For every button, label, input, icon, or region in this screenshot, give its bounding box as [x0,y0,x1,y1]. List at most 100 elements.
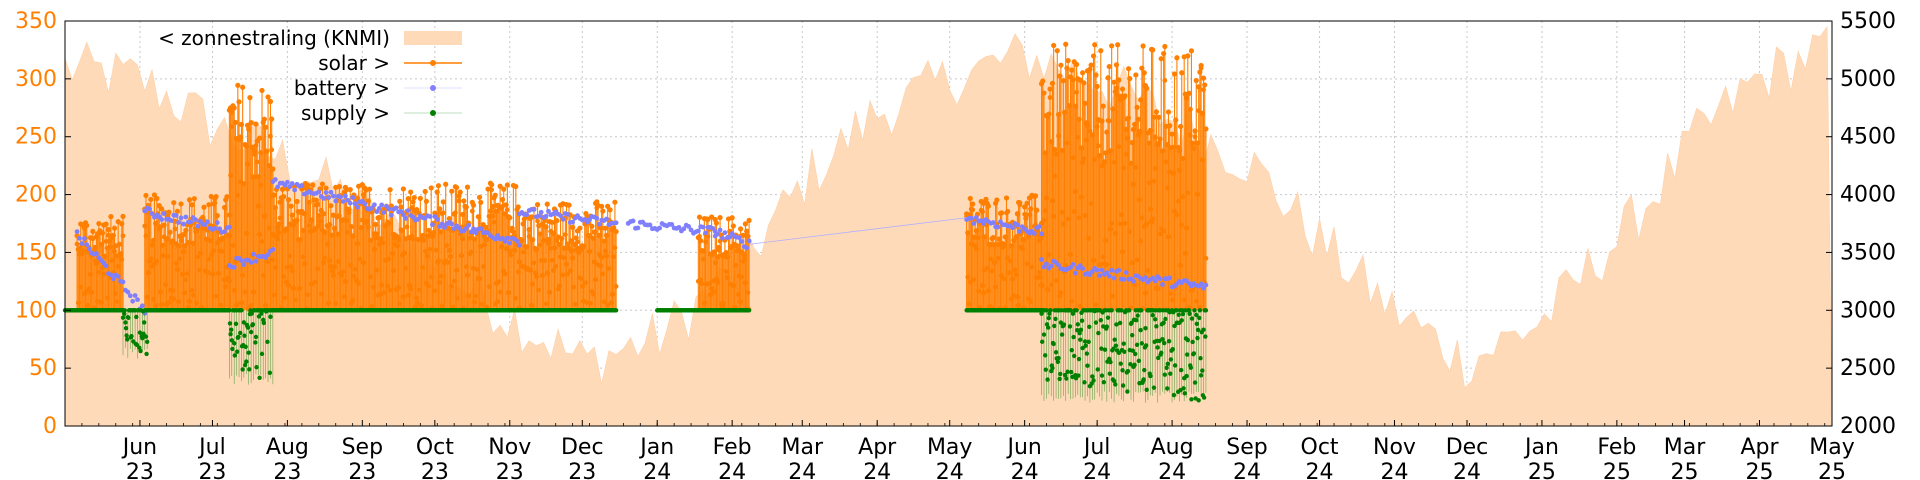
supply-point [1043,367,1048,372]
supply-point [126,315,131,320]
solar-point [1130,126,1137,133]
battery-point [1123,270,1129,275]
solar-point [1188,48,1195,54]
supply-point [1071,353,1077,359]
supply-point [1074,308,1079,313]
solar-point [440,210,446,216]
left-tick-label: 200 [15,183,57,208]
battery-point [1116,267,1122,273]
solar-point [1024,200,1030,206]
supply-point [1118,361,1123,366]
solar-point [99,230,106,236]
battery-point [1152,278,1158,284]
solar-point [232,119,239,126]
solar-point [289,212,295,218]
solar-point [1179,70,1185,76]
battery-point [161,211,167,216]
supply-point [1050,365,1055,371]
solar-point [92,244,98,250]
solar-point [220,235,226,241]
x-tick-month: Dec [1446,435,1489,460]
solar-point [283,226,289,232]
solar-point [490,203,496,210]
supply-segment [120,308,150,359]
battery-point [340,199,346,204]
solar-point [161,222,167,228]
right-tick-label: 2500 [1840,356,1896,381]
supply-point [1160,308,1166,313]
battery-point [722,230,728,236]
supply-point [1195,327,1201,333]
battery-point [248,260,254,265]
battery-point [669,222,675,227]
battery-point [524,212,530,218]
solar-point [1041,90,1047,96]
solar-point [160,242,166,248]
left-tick-label: 250 [15,125,57,150]
supply-point [250,322,256,327]
supply-point [1042,353,1048,358]
supply-point [1195,335,1200,341]
solar-point [1180,155,1186,162]
battery-point [94,251,99,256]
battery-point [81,236,87,241]
solar-point [973,228,979,234]
supply-point [746,308,752,313]
supply-point [1087,324,1092,330]
supply-point [1178,367,1184,373]
x-tick-year: 25 [1603,460,1631,480]
solar-point [1013,234,1019,240]
solar-point [191,196,197,202]
solar-point [1107,148,1114,154]
supply-point [1143,343,1149,348]
supply-point [1095,367,1100,372]
x-tick-year: 25 [1671,460,1699,480]
battery-point [386,206,392,212]
supply-point [1108,359,1113,365]
battery-point [981,220,986,226]
battery-point [272,177,278,182]
solar-point [336,184,342,190]
solar-point [463,204,469,210]
solar-point [377,236,384,242]
plot-frame [64,20,1833,427]
supply-point [1162,340,1167,346]
solar-point [1059,147,1065,154]
battery-point [193,217,198,223]
battery-point [77,235,82,241]
battery-point [703,230,708,236]
supply-point [1164,365,1169,370]
supply-point [1047,311,1052,316]
solar-point [544,201,550,207]
solar-point [999,210,1005,216]
battery-point [686,224,692,229]
solar-point [1133,72,1139,78]
solar-point [397,198,403,204]
solar-point [106,232,111,238]
battery-point [284,179,290,185]
supply-point [1197,315,1202,321]
solar-point [319,181,326,187]
supply-point [233,321,239,326]
solar-point [1198,65,1204,71]
solar-point [537,231,543,237]
solar-point [484,236,490,242]
solar-point [1199,110,1205,116]
supply-point [1098,317,1103,323]
solar-point [1105,75,1111,81]
battery-point [1160,282,1165,287]
solar-point [300,227,306,233]
solar-point [1094,83,1100,89]
battery-point [676,225,682,230]
battery-point [594,215,600,221]
solar-point [1134,104,1140,110]
battery-point [130,298,136,304]
supply-point [1058,371,1063,377]
solar-point [489,182,495,188]
battery-point [478,226,484,232]
x-tick-year: 23 [273,460,301,480]
supply-point [1189,397,1194,402]
solar-point [1093,72,1099,78]
supply-point [1180,308,1185,313]
supply-point [1052,323,1057,329]
